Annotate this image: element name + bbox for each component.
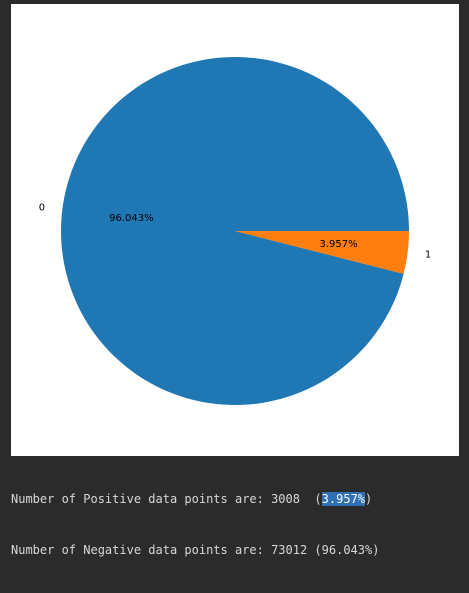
pie-label-0: 0 <box>39 202 45 213</box>
pie-label-1: 1 <box>425 250 431 261</box>
positive-count-text: Number of Positive data points are: 3008… <box>11 492 322 506</box>
negative-count-line: Number of Negative data points are: 7301… <box>11 543 380 557</box>
pie-slice-1 <box>235 231 409 274</box>
console-output: Number of Positive data points are: 3008… <box>11 457 459 593</box>
positive-percent-highlight[interactable]: 3.957% <box>321 492 366 506</box>
output-cell: 0 96.043% 1 3.957% Number of Positive data … <box>11 4 459 557</box>
pie-chart-figure: 0 96.043% 1 3.957% <box>11 4 459 456</box>
pie-percent-label-0: 96.043% <box>109 213 154 224</box>
positive-count-close: ) <box>365 492 373 506</box>
pie-percent-label-1: 3.957% <box>320 239 358 250</box>
pie-chart: 0 96.043% 1 3.957% <box>39 57 431 406</box>
pie-slice-0 <box>61 57 409 406</box>
